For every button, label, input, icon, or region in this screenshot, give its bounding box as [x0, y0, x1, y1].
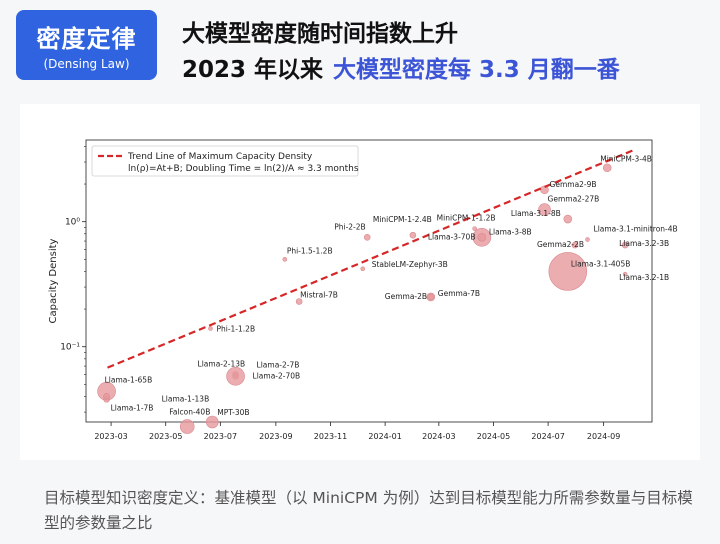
- point-label-llama-3-1-405b: Llama-3.1-405B: [571, 259, 631, 268]
- x-tick-label: 2024-01: [368, 432, 401, 441]
- point-label-gemma2-27b: Gemma2-27B: [548, 195, 600, 204]
- densing-law-badge: 密度定律 (Densing Law): [16, 10, 157, 80]
- x-tick-label: 2023-05: [149, 432, 182, 441]
- point-label-llama-2-13b: Llama-2-13B: [198, 359, 246, 368]
- point-label-gemma2-9b: Gemma2-9B: [550, 180, 597, 189]
- footer-note: 目标模型知识密度定义：基准模型（以 MiniCPM 为例）达到目标模型能力所需参…: [44, 489, 693, 532]
- point-phi-2-2b: [363, 234, 371, 241]
- badge-subtitle: (Densing Law): [43, 57, 130, 71]
- point-label-gemma2-2b: Gemma2-2B: [537, 240, 584, 249]
- point-label-gemma-7b: Gemma-7B: [438, 289, 480, 298]
- point-stablelm-zephyr-3b: [360, 266, 366, 272]
- trend-line: [107, 148, 637, 369]
- x-tick-label: 2023-11: [314, 432, 347, 441]
- point-label-phi-1-1-2b: Phi-1-1.2B: [216, 324, 255, 333]
- legend-line-1: Trend Line of Maximum Capacity Density: [127, 152, 313, 162]
- point-label-llama-1-13b: Llama-1-13B: [162, 394, 210, 403]
- y-tick-label: 10⁻¹: [60, 343, 80, 353]
- point-label-phi-1-5-1-2b: Phi-1.5-1.2B: [287, 246, 333, 255]
- x-tick-label: 2023-07: [204, 432, 237, 441]
- heading-line-2-highlight: 大模型密度每 3.3 月翻一番: [333, 57, 620, 83]
- point-gemma2-27b: [538, 203, 551, 216]
- chart-card: 2023-03 2023-05 2023-07 2023-09 2023-11 2024-…: [20, 104, 700, 460]
- point-llama-3-2-1b: [622, 271, 628, 277]
- point-label-phi-2-2b: Phi-2-2B: [334, 222, 365, 231]
- legend-line-2: ln(ρ)=At+B; Doubling Time = ln(2)/A ≈ 3.…: [128, 164, 359, 174]
- point-label-llama-2-7b: Llama-2-7B: [257, 360, 300, 369]
- y-tick-label: 10⁰: [65, 218, 80, 228]
- point-label-falcon-40b: Falcon-40B: [169, 408, 210, 417]
- point-llama-3-1-405b: [548, 252, 588, 291]
- x-tick-label: 2024-09: [587, 432, 620, 441]
- point-gemma2-2b: [571, 241, 579, 249]
- point-label-llama-3-8b: Llama-3-8B: [489, 227, 532, 236]
- point-label-llama-3-2-3b: Llama-3.2-3B: [619, 239, 669, 248]
- badge-title: 密度定律: [36, 25, 137, 53]
- point-falcon-40b: [179, 419, 195, 434]
- point-minicpm-3-4b: [602, 163, 612, 173]
- point-label-minicpm-3-4b: MiniCPM-3-4B: [600, 155, 652, 164]
- point-label-stablelm-zephyr-3b: StableLM-Zephyr-3B: [372, 260, 448, 269]
- legend-box: [91, 145, 359, 177]
- point-label-llama-2-70b: Llama-2-70B: [253, 371, 301, 380]
- x-tick-label: 2024-07: [531, 432, 564, 441]
- point-llama-3-8b: [477, 233, 487, 242]
- point-mistral-7b: [295, 298, 303, 305]
- x-tick-label: 2023-09: [259, 432, 292, 441]
- point-minicpm-1-1-2b: [472, 226, 477, 231]
- point-label-mistral-7b: Mistral-7B: [300, 290, 338, 299]
- point-llama-1-13b: [103, 393, 110, 400]
- point-phi-1-1-2b: [208, 326, 213, 331]
- point-label-mpt-30b: MPT-30B: [217, 408, 249, 417]
- x-tick-label: 2024-03: [422, 432, 455, 441]
- point-llama-3-2-3b: [621, 241, 629, 249]
- point-label-gemma-2b: Gemma-2B: [385, 292, 427, 301]
- heading-line-2: 2023 年以来 大模型密度每 3.3 月翻一番: [182, 50, 620, 84]
- point-gemma-7b: [427, 293, 435, 301]
- density-chart: 2023-03 2023-05 2023-07 2023-09 2023-11 2024-…: [48, 139, 678, 441]
- point-label-minicpm-1-1-2b: MiniCPM-1-1.2B: [437, 214, 496, 223]
- point-label-llama-3-1-minitron-4b: Llama-3.1-minitron-4B: [594, 225, 678, 234]
- point-label-llama-3-1-8b: Llama-3.1-8B: [511, 209, 561, 218]
- point-llama-3-1-8b: [563, 214, 573, 224]
- point-label-llama-1-65b: Llama-1-65B: [105, 375, 153, 384]
- point-label-llama-1-7b: Llama-1-7B: [111, 403, 154, 412]
- y-axis-label: Capacity Density: [48, 238, 59, 323]
- point-minicpm-1-2-4b: [409, 231, 417, 239]
- x-tick-label: 2023-03: [94, 432, 127, 441]
- point-label-llama-3-2-1b: Llama-3.2-1B: [619, 273, 669, 282]
- point-phi-1-5-1-2b: [282, 257, 288, 262]
- heading-line-2-prefix: 2023 年以来: [182, 57, 324, 83]
- point-llama-2-70b: [226, 366, 245, 386]
- point-label-llama-3-70b: Llama-3-70B: [428, 232, 476, 241]
- plot-frame: [85, 139, 653, 423]
- x-tick-label: 2024-05: [477, 432, 510, 441]
- point-mpt-30b: [205, 415, 219, 429]
- point-llama-3-1-minitron-4b: [585, 237, 590, 242]
- heading-line-1: 大模型密度随时间指数上升: [182, 21, 458, 47]
- point-label-minicpm-1-2-4b: MiniCPM-1-2.4B: [373, 215, 432, 224]
